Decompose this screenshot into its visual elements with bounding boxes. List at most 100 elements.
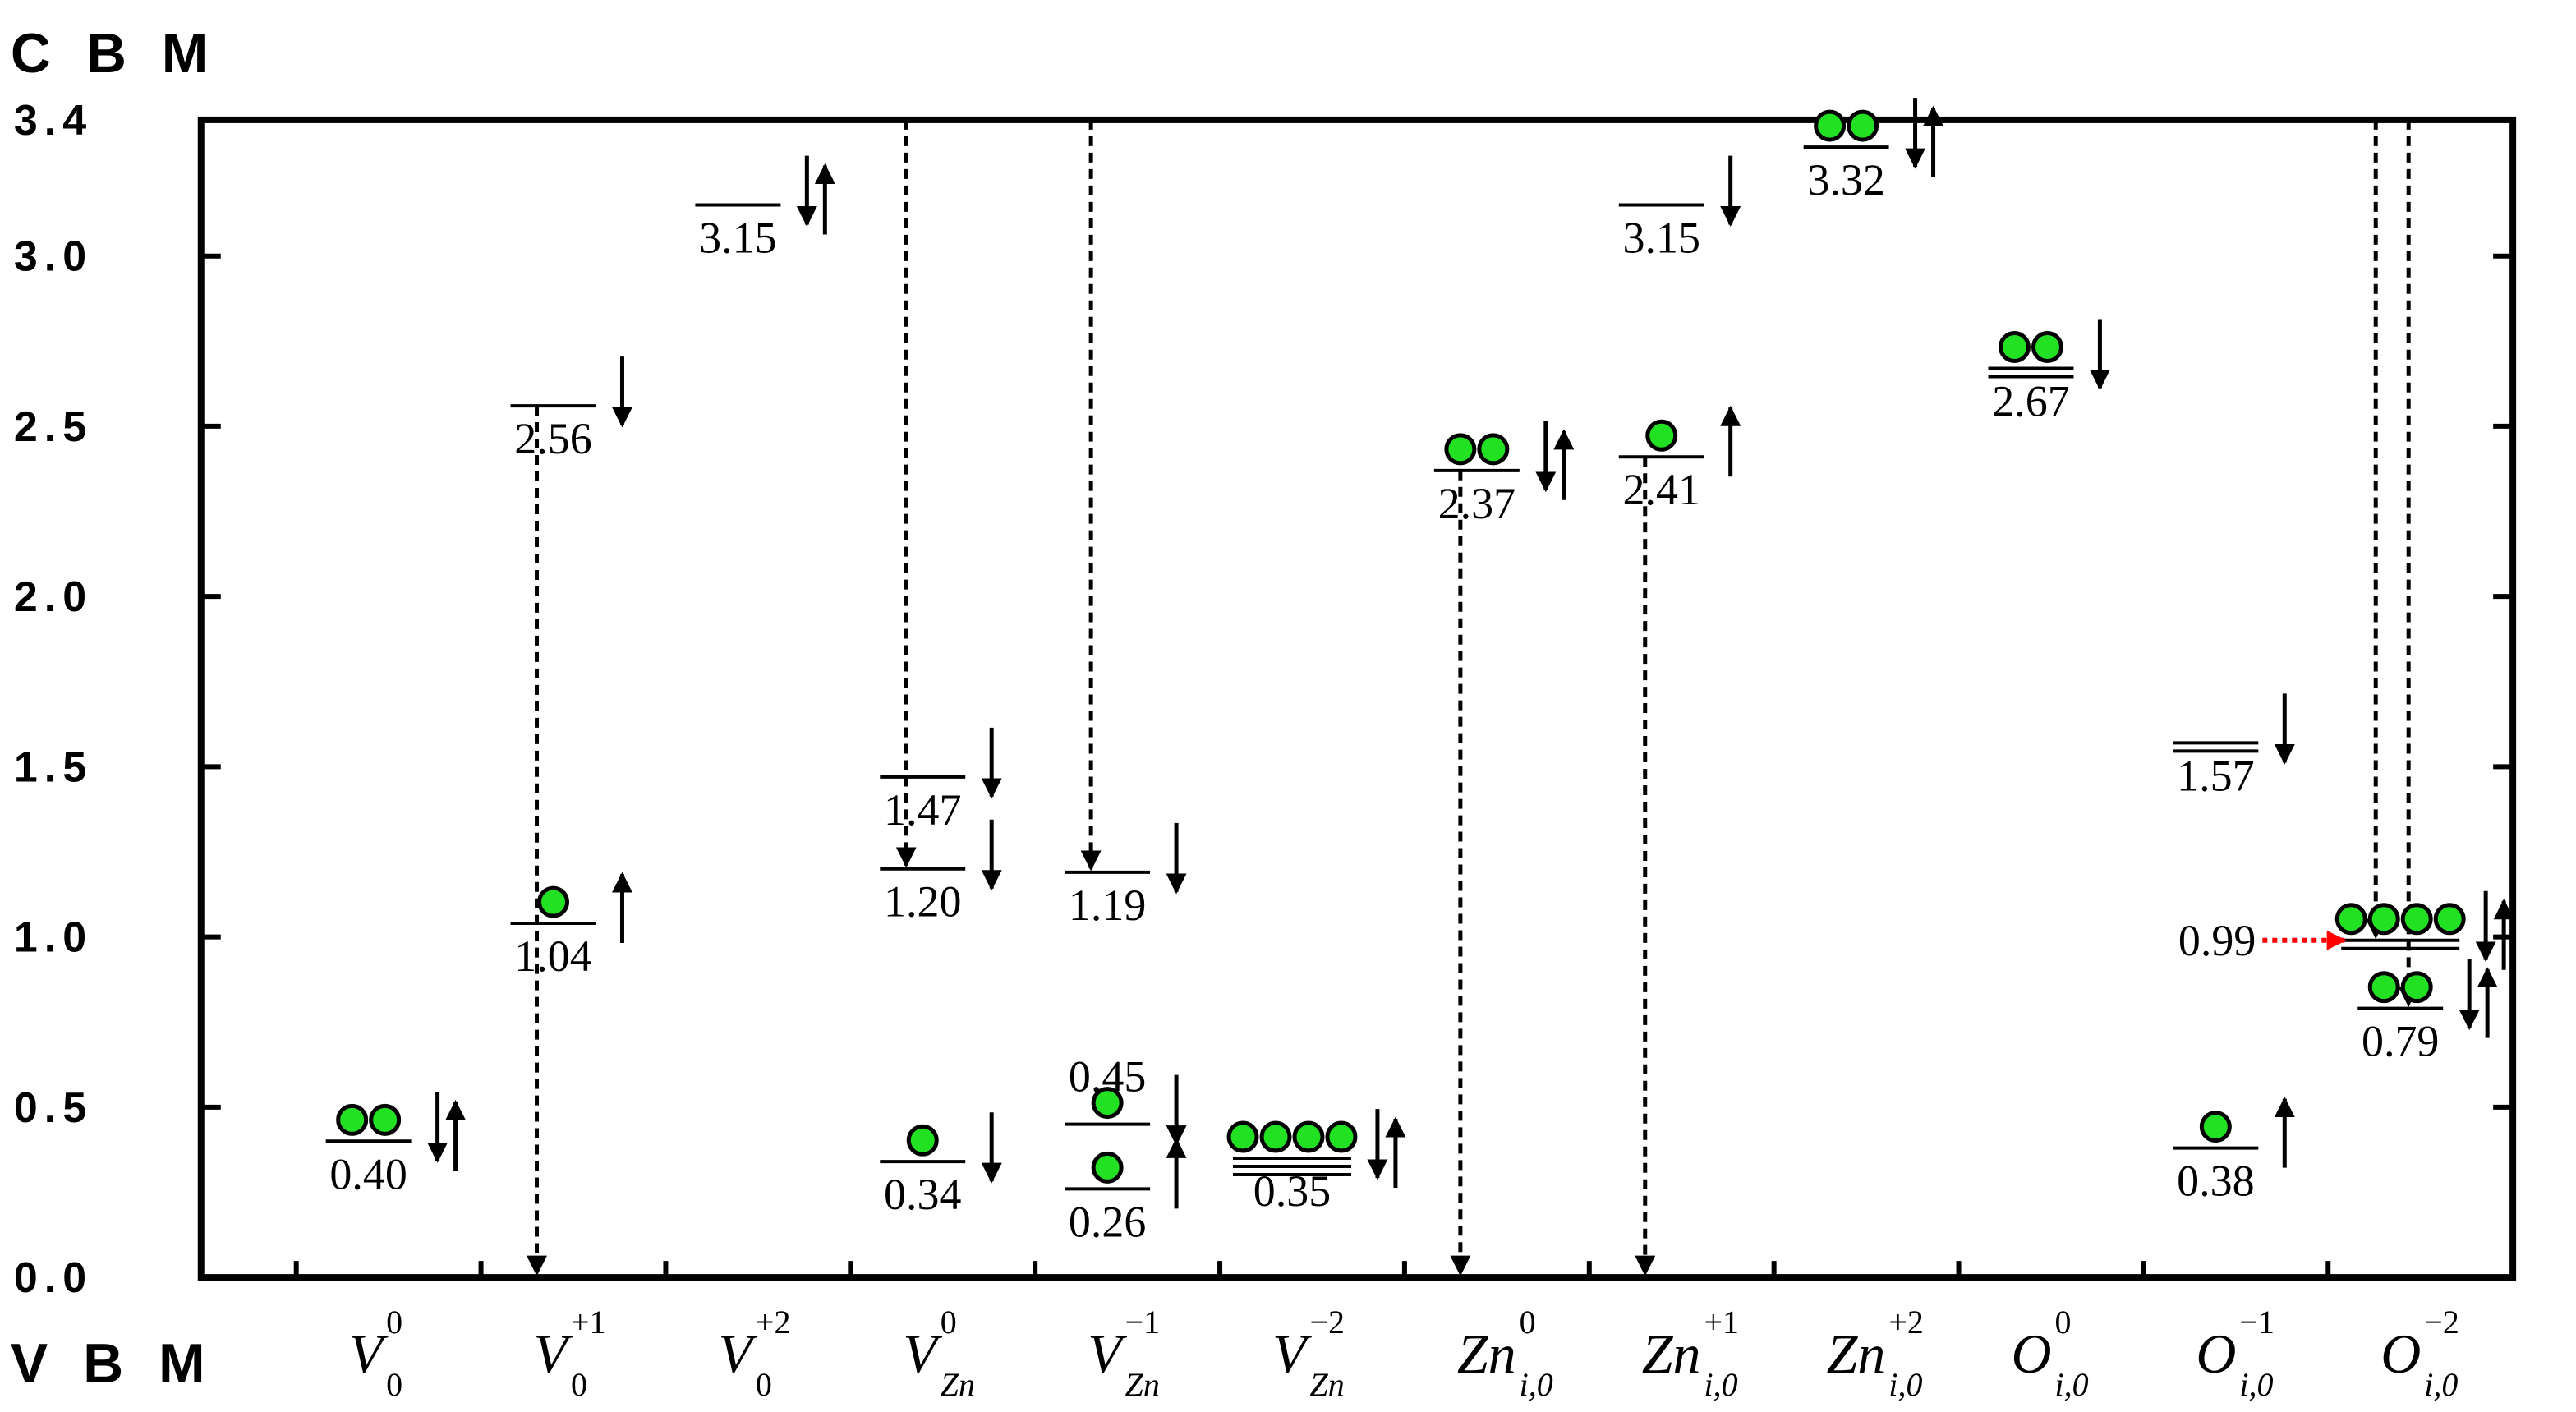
category-base: V bbox=[349, 1322, 389, 1385]
category-sup: 0 bbox=[2055, 1304, 2072, 1341]
electron bbox=[1091, 1087, 1124, 1120]
category-sup: 0 bbox=[1520, 1304, 1536, 1341]
category-sub: i,0 bbox=[1520, 1366, 1553, 1403]
electron bbox=[537, 885, 570, 918]
electrons bbox=[1998, 331, 2063, 363]
electron bbox=[2367, 971, 2400, 1004]
category-sub: i,0 bbox=[1704, 1366, 1738, 1403]
electrons bbox=[2199, 1111, 2232, 1143]
electron bbox=[1645, 419, 1678, 452]
electron bbox=[906, 1124, 939, 1157]
electrons bbox=[537, 885, 570, 918]
electron bbox=[1444, 433, 1477, 466]
category-sub: Zn bbox=[1310, 1366, 1345, 1403]
electrons bbox=[1645, 419, 1678, 452]
electron bbox=[336, 1103, 369, 1136]
category-sup: −1 bbox=[1125, 1304, 1161, 1341]
category-sup: 0 bbox=[386, 1304, 402, 1341]
y-tick-label: 3.4 bbox=[14, 97, 93, 145]
category-sup: +1 bbox=[1704, 1304, 1740, 1341]
electron bbox=[1226, 1120, 1259, 1153]
category-base: V bbox=[534, 1322, 574, 1385]
level-label: 0.35 bbox=[1254, 1166, 1331, 1216]
y-tick-label: 1.0 bbox=[14, 914, 93, 962]
category-sup: −1 bbox=[2239, 1304, 2275, 1341]
category-sub: i,0 bbox=[2239, 1366, 2273, 1403]
category-base: V bbox=[903, 1322, 943, 1385]
electron bbox=[2031, 331, 2063, 363]
category-sup: +2 bbox=[756, 1304, 791, 1341]
electron bbox=[2199, 1111, 2232, 1143]
electron bbox=[2400, 971, 2433, 1004]
y-tick-label: 1.5 bbox=[14, 743, 93, 791]
y-tick-label: 0.5 bbox=[14, 1084, 93, 1132]
level-label: 1.20 bbox=[884, 877, 961, 927]
level-label: 1.19 bbox=[1069, 881, 1146, 930]
level-label: 1.47 bbox=[884, 785, 961, 835]
category-sub: 0 bbox=[756, 1366, 772, 1403]
category-base: O bbox=[2011, 1322, 2051, 1385]
level-label: 2.67 bbox=[1992, 376, 2069, 425]
category-sub: 0 bbox=[386, 1366, 402, 1403]
level-label: 0.26 bbox=[1069, 1197, 1146, 1246]
category-sub: Zn bbox=[1125, 1366, 1160, 1403]
level-label: 2.56 bbox=[514, 414, 591, 463]
category-base: V bbox=[718, 1322, 758, 1385]
level-label: 1.04 bbox=[514, 931, 591, 981]
electron bbox=[1814, 109, 1847, 142]
electrons bbox=[1226, 1120, 1358, 1153]
level-label: 0.79 bbox=[2362, 1017, 2439, 1066]
level-label: 3.15 bbox=[699, 213, 776, 262]
electrons bbox=[1444, 433, 1510, 466]
category-base: Zn bbox=[1457, 1322, 1516, 1385]
category-base: O bbox=[2196, 1322, 2236, 1385]
category-base: V bbox=[1272, 1322, 1313, 1385]
electron bbox=[1091, 1151, 1124, 1184]
category-sub: i,0 bbox=[2424, 1366, 2458, 1403]
level-label: 2.41 bbox=[1623, 465, 1700, 514]
electron bbox=[2433, 903, 2466, 936]
level-label: 0.40 bbox=[329, 1149, 407, 1198]
category-base: Zn bbox=[1642, 1322, 1701, 1385]
y-tick-label: 2.0 bbox=[14, 573, 93, 621]
electron bbox=[1325, 1120, 1358, 1153]
electron bbox=[369, 1103, 402, 1136]
level-label: 0.99 bbox=[2178, 916, 2256, 965]
category-sup: +1 bbox=[571, 1304, 606, 1341]
level-label: 3.15 bbox=[1623, 213, 1700, 262]
vbm-label: V B M bbox=[11, 1332, 215, 1395]
category-sup: +2 bbox=[1888, 1304, 1924, 1341]
level-label: 2.37 bbox=[1438, 479, 1516, 528]
level-label: 0.45 bbox=[1069, 1052, 1146, 1102]
level-label: 0.38 bbox=[2177, 1157, 2254, 1206]
level-label: 3.32 bbox=[1807, 155, 1884, 205]
category-sub: 0 bbox=[571, 1366, 587, 1403]
electrons bbox=[2334, 903, 2466, 936]
y-tick-label: 2.5 bbox=[14, 403, 93, 451]
electrons bbox=[336, 1103, 402, 1136]
cbm-label: C B M bbox=[11, 22, 218, 85]
electrons bbox=[2367, 971, 2433, 1004]
level-label: 0.34 bbox=[884, 1170, 961, 1219]
category-sub: Zn bbox=[941, 1366, 975, 1403]
electron bbox=[1998, 331, 2031, 363]
electron bbox=[1477, 433, 1510, 466]
plot-frame bbox=[197, 116, 2517, 1281]
level-label: 1.57 bbox=[2177, 751, 2254, 800]
electrons bbox=[1091, 1087, 1124, 1120]
category-sup: −2 bbox=[1310, 1304, 1346, 1341]
electron bbox=[2400, 903, 2433, 936]
electrons bbox=[1814, 109, 1879, 142]
y-tick-label: 3.0 bbox=[14, 233, 93, 281]
category-sub: i,0 bbox=[1888, 1366, 1922, 1403]
electron bbox=[1292, 1120, 1325, 1153]
category-base: O bbox=[2380, 1322, 2421, 1385]
category-sup: 0 bbox=[941, 1304, 957, 1341]
electron bbox=[2367, 903, 2400, 936]
y-tick-label: 0.0 bbox=[14, 1254, 93, 1302]
electron bbox=[1847, 109, 1879, 142]
electrons bbox=[906, 1124, 939, 1157]
electrons bbox=[1091, 1151, 1124, 1184]
